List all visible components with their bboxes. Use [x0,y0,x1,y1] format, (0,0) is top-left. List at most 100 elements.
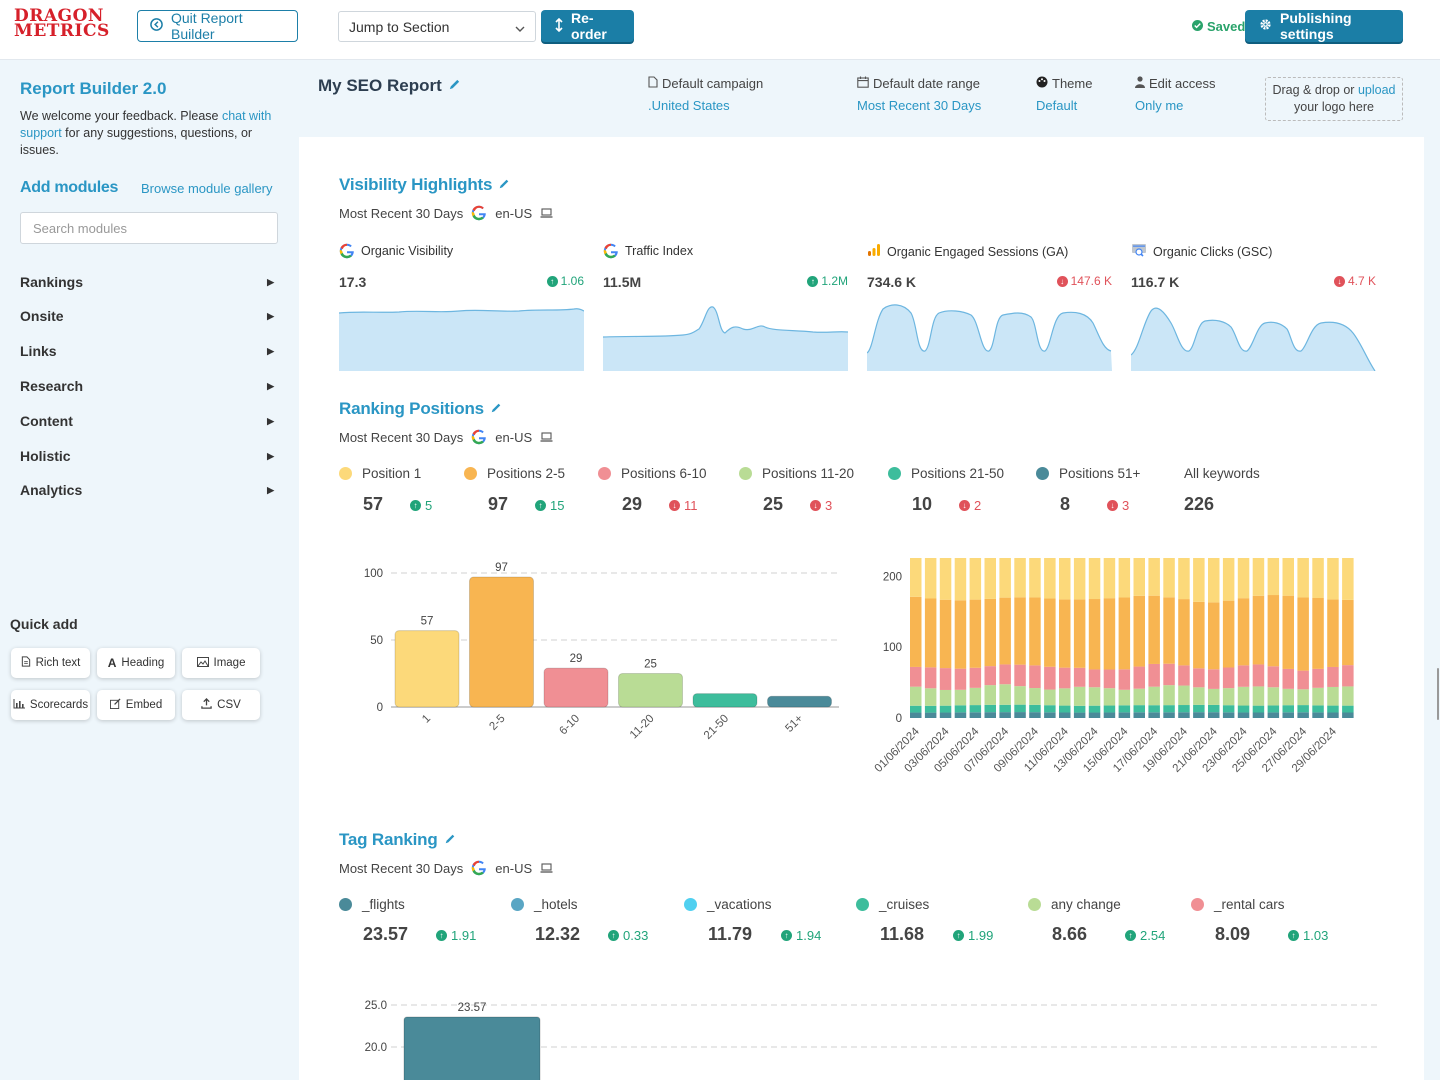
stacked-bar-segment [1342,705,1354,713]
stacked-bar-segment [939,668,952,690]
ranking-legend-item[interactable]: Position 1 [339,466,421,481]
ranking-legend-item[interactable]: Positions 51+ [1036,466,1140,481]
tag-legend-item[interactable]: any change [1028,897,1121,912]
caret-right-icon: ▶ [267,415,274,426]
traffic-index-card[interactable]: Traffic Index 11.5M ↑ 1.2M [603,243,848,373]
report-title[interactable]: My SEO Report [318,76,461,96]
tag-legend-item[interactable]: _flights [339,897,405,912]
stacked-bar-segment [1297,712,1309,718]
legend-value: 23.57 [363,924,409,944]
stacked-bar-segment [1282,668,1294,689]
default-date-range[interactable]: Default date range Most Recent 30 Days [857,76,982,113]
saved-status: Saved [1192,19,1245,34]
organic-engaged-sessions-card[interactable]: Organic Engaged Sessions (GA) 734.6 K ↓ 1… [867,243,1112,373]
upload-link[interactable]: upload [1357,83,1396,97]
stacked-bar-segment [1118,669,1131,690]
legend-label: _hotels [534,897,578,912]
publishing-settings-button[interactable]: Publishing settings [1245,10,1403,42]
stacked-bar-segment [1193,668,1205,688]
stacked-bar-segment [1252,664,1265,687]
stacked-bar-segment [924,667,937,689]
pencil-icon[interactable] [448,76,461,96]
browse-module-gallery-link[interactable]: Browse module gallery [141,181,273,196]
stacked-bar-segment [1044,598,1056,667]
legend-value: 8.66 [1052,924,1088,944]
category-links[interactable]: Links ▶ [20,343,274,359]
ranking-legend-item[interactable]: Positions 2-5 [464,466,565,481]
logo-upload-dropzone[interactable]: Drag & drop or upload your logo here [1265,77,1403,121]
tag-legend-item[interactable]: _cruises [856,897,929,912]
ranking-positions-title[interactable]: Ranking Positions [339,399,502,419]
laptop-icon [540,206,553,221]
stacked-bar-segment [1208,602,1220,670]
quick-add-rich-text[interactable]: Rich text [11,648,90,678]
stacked-bar-segment [1282,558,1294,596]
pencil-icon[interactable] [444,830,456,850]
pencil-icon[interactable] [490,399,502,419]
category-analytics[interactable]: Analytics ▶ [20,482,274,498]
edit-access[interactable]: Edit access Only me [1135,76,1216,113]
legend-label: Positions 51+ [1059,466,1141,481]
dragon-metrics-logo[interactable]: DRAGON METRICS [14,6,110,41]
stacked-bar-segment [1118,689,1131,706]
ranking-legend-item[interactable]: Positions 6-10 [598,466,707,481]
stacked-bar-segment [1208,558,1220,603]
category-research[interactable]: Research ▶ [20,378,274,394]
organic-visibility-sparkline [339,308,584,371]
ranking-legend-item[interactable]: Positions 21-50 [888,466,1004,481]
caret-right-icon: ▶ [267,450,274,461]
stacked-bar-segment [1044,666,1056,690]
stacked-bar-segment [1163,558,1175,598]
legend-change: ↑ 5 [410,498,432,513]
pencil-icon[interactable] [498,175,510,195]
organic-visibility-card[interactable]: Organic Visibility 17.3 ↑ 1.06 [339,243,584,373]
quick-add-embed[interactable]: Embed [97,690,175,720]
quick-add-image[interactable]: Image [182,648,260,678]
metric-change: ↓ 4.7 K [1333,274,1376,288]
quick-add-csv[interactable]: CSV [182,690,260,720]
legend-label: Positions 21-50 [911,466,1005,481]
quit-report-builder-button[interactable]: Quit Report Builder [137,10,298,42]
stacked-bar-segment [1029,688,1041,705]
stacked-bar-segment [1297,705,1309,713]
ranking-legend-item[interactable]: Positions 11-20 [739,466,854,481]
default-campaign[interactable]: Default campaign .United States [648,76,764,113]
tag-legend-item[interactable]: _vacations [684,897,772,912]
stacked-bar-segment [1282,712,1294,718]
stacked-bar-segment [924,705,937,713]
search-modules-input[interactable]: Search modules [20,212,278,244]
stacked-bar-segment [939,689,952,706]
stacked-bar-segment [1342,686,1354,706]
scrollbar-thumb[interactable] [1437,668,1439,720]
category-holistic[interactable]: Holistic ▶ [20,448,274,464]
chat-with-support-link[interactable]: chat with support [20,109,272,140]
stacked-bar-segment [1267,687,1280,706]
tag-legend-item[interactable]: _hotels [511,897,578,912]
stacked-bar-segment [1237,705,1250,713]
stacked-bar-segment [1193,687,1205,705]
category-rankings[interactable]: Rankings ▶ [20,274,274,290]
y-tick-label: 0 [377,702,383,714]
stacked-bar-segment [1103,705,1116,713]
stacked-bar-segment [1312,687,1324,706]
visibility-highlights-title[interactable]: Visibility Highlights [339,175,510,195]
re-order-button[interactable]: Re-order [541,10,634,42]
legend-value: 8.09 [1215,924,1251,944]
stacked-bar-segment [1133,558,1145,596]
google-icon [339,243,355,259]
organic-clicks-card[interactable]: Organic Clicks (GSC) 116.7 K ↓ 4.7 K [1131,243,1376,373]
theme[interactable]: Theme Default [1036,76,1093,113]
organic-engaged-sessions-sparkline [867,304,1112,371]
jump-to-section-select[interactable]: Jump to Section [338,11,536,42]
category-content[interactable]: Content ▶ [20,413,274,429]
laptop-icon [540,430,553,445]
google-icon [471,205,487,221]
tag-legend-item[interactable]: _rental cars [1191,897,1285,912]
stacked-bar-segment [1029,704,1041,713]
metric-value: 11.5M [603,274,642,290]
quick-add-scorecards[interactable]: Scorecards [11,690,90,720]
category-onsite[interactable]: Onsite ▶ [20,308,274,324]
tag-ranking-title[interactable]: Tag Ranking [339,830,456,850]
y-tick-label: 200 [883,571,902,583]
quick-add-heading-button[interactable]: A Heading [97,648,175,678]
